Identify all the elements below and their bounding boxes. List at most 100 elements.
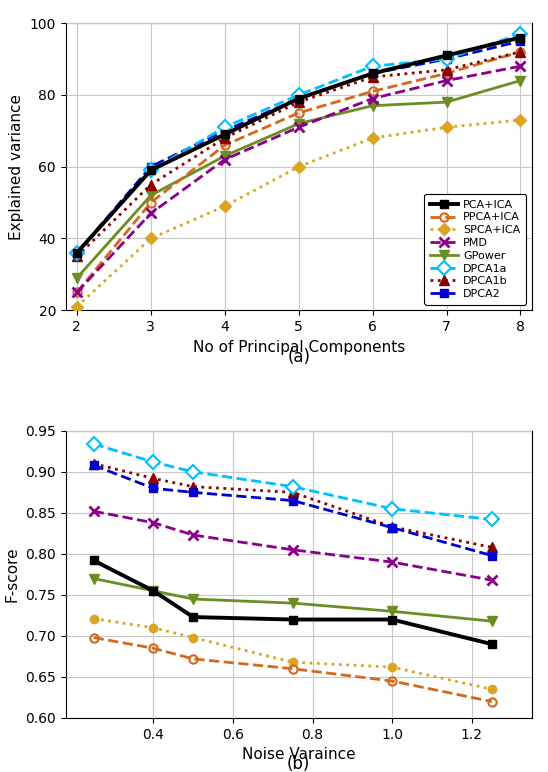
PPCA+ICA	[221, 141, 228, 150]
PCA+ICA	[90, 556, 97, 565]
DPCA1b	[488, 543, 495, 552]
X-axis label: No of Principal Components: No of Principal Components	[192, 340, 405, 354]
PCA+ICA	[488, 639, 495, 648]
PPCA+ICA	[443, 69, 450, 78]
PMD	[289, 545, 296, 554]
GPower	[369, 101, 376, 110]
DPCA1b	[150, 474, 157, 483]
DPCA2	[147, 162, 154, 171]
DPCA1b	[221, 134, 228, 143]
DPCA2	[488, 551, 495, 560]
Y-axis label: Explained variance: Explained variance	[9, 93, 24, 240]
DPCA1a	[389, 504, 396, 513]
Line: DPCA1b: DPCA1b	[72, 47, 526, 261]
PPCA+ICA	[517, 47, 524, 56]
Line: DPCA1b: DPCA1b	[89, 459, 496, 552]
PPCA+ICA	[389, 676, 396, 686]
DPCA1b	[369, 73, 376, 82]
DPCA1a	[517, 29, 524, 39]
DPCA2	[289, 496, 296, 505]
PCA+ICA	[147, 166, 154, 175]
GPower	[147, 191, 154, 200]
DPCA1b	[295, 97, 302, 107]
PCA+ICA	[389, 615, 396, 624]
PMD	[150, 518, 157, 527]
Line: PPCA+ICA: PPCA+ICA	[89, 633, 496, 706]
PPCA+ICA	[190, 654, 196, 663]
DPCA1a	[488, 515, 495, 524]
Line: PMD: PMD	[89, 506, 496, 585]
PMD	[73, 288, 80, 297]
PMD	[295, 123, 302, 132]
PPCA+ICA	[488, 697, 495, 706]
SPCA+ICA	[369, 134, 376, 143]
SPCA+ICA	[190, 633, 196, 642]
Line: SPCA+ICA: SPCA+ICA	[73, 116, 524, 311]
Legend: PCA+ICA, PPCA+ICA, SPCA+ICA, PMD, GPower, DPCA1a, DPCA1b, DPCA2: PCA+ICA, PPCA+ICA, SPCA+ICA, PMD, GPower…	[424, 194, 526, 305]
PCA+ICA	[150, 586, 157, 595]
DPCA2	[369, 69, 376, 78]
PCA+ICA	[369, 69, 376, 78]
GPower	[90, 574, 97, 583]
DPCA1a	[221, 123, 228, 132]
DPCA1a	[90, 439, 97, 449]
DPCA2	[150, 483, 157, 493]
Line: DPCA2: DPCA2	[89, 461, 496, 560]
Line: PCA+ICA: PCA+ICA	[73, 33, 524, 257]
GPower	[150, 586, 157, 595]
PCA+ICA	[443, 51, 450, 60]
GPower	[289, 598, 296, 608]
DPCA2	[190, 488, 196, 497]
DPCA1b	[517, 47, 524, 56]
PMD	[221, 155, 228, 164]
PMD	[389, 557, 396, 567]
PPCA+ICA	[73, 288, 80, 297]
DPCA1b	[289, 488, 296, 497]
Text: (a): (a)	[287, 347, 310, 366]
Line: PMD: PMD	[72, 61, 526, 297]
DPCA1a	[73, 249, 80, 258]
PPCA+ICA	[369, 86, 376, 96]
GPower	[190, 594, 196, 604]
PPCA+ICA	[150, 644, 157, 653]
Line: GPower: GPower	[72, 76, 526, 283]
GPower	[517, 76, 524, 85]
DPCA1b	[90, 459, 97, 469]
Text: (b): (b)	[287, 755, 310, 772]
SPCA+ICA	[517, 116, 524, 125]
Y-axis label: F-score: F-score	[5, 547, 20, 602]
PPCA+ICA	[295, 108, 302, 117]
PCA+ICA	[517, 33, 524, 42]
SPCA+ICA	[289, 658, 296, 667]
X-axis label: Noise Varaince: Noise Varaince	[242, 747, 356, 762]
DPCA1a	[289, 482, 296, 491]
DPCA1b	[389, 522, 396, 531]
Line: PPCA+ICA: PPCA+ICA	[73, 48, 524, 296]
GPower	[488, 617, 495, 626]
GPower	[443, 97, 450, 107]
DPCA1a	[150, 457, 157, 466]
PMD	[443, 76, 450, 85]
PCA+ICA	[221, 130, 228, 139]
PCA+ICA	[190, 612, 196, 621]
PMD	[369, 94, 376, 103]
DPCA1b	[190, 482, 196, 491]
GPower	[221, 151, 228, 161]
Line: SPCA+ICA: SPCA+ICA	[89, 615, 496, 693]
DPCA1a	[443, 54, 450, 63]
DPCA2	[73, 249, 80, 258]
DPCA1b	[73, 252, 80, 261]
DPCA2	[443, 54, 450, 63]
GPower	[389, 607, 396, 616]
Line: PCA+ICA: PCA+ICA	[89, 557, 496, 648]
DPCA2	[90, 461, 97, 470]
DPCA2	[517, 36, 524, 46]
GPower	[73, 273, 80, 283]
PPCA+ICA	[289, 664, 296, 673]
DPCA2	[221, 126, 228, 135]
DPCA2	[389, 523, 396, 532]
SPCA+ICA	[221, 201, 228, 211]
DPCA2	[295, 94, 302, 103]
DPCA1a	[147, 166, 154, 175]
PMD	[90, 506, 97, 516]
